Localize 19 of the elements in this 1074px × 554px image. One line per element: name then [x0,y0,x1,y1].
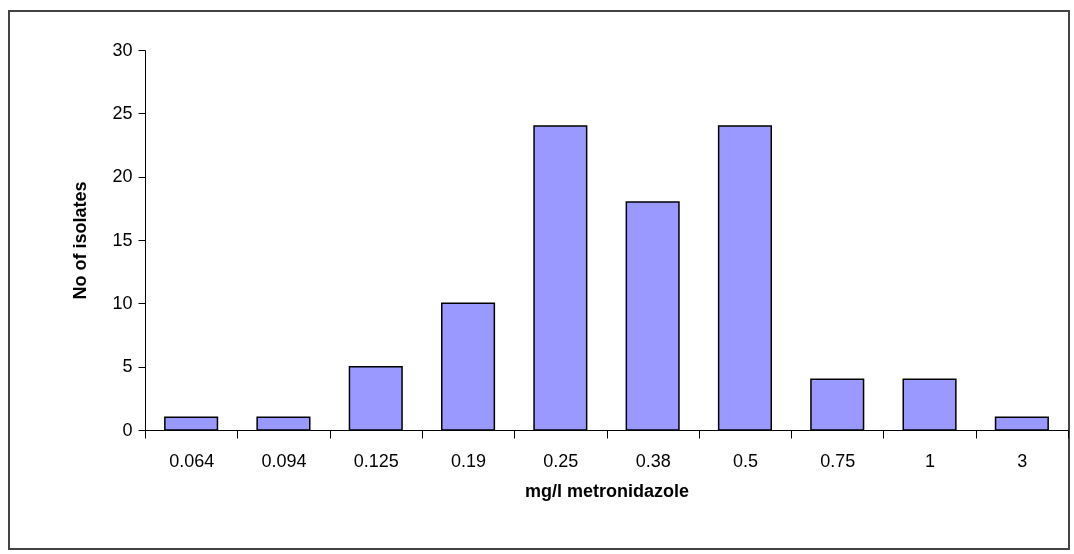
x-tick-label: 0.75 [820,450,856,471]
y-tick-label: 10 [112,292,133,313]
x-tick-label: 0.38 [635,450,671,471]
x-axis-title: mg/l metronidazole [524,480,690,501]
y-tick-label: 30 [112,39,133,60]
x-tick-label: 0.5 [732,450,758,471]
x-tick-label: 0.064 [169,450,215,471]
x-tick-label: 0.25 [543,450,579,471]
y-tick-label: 5 [122,356,133,377]
y-axis-title: No of isolates [70,181,91,300]
x-tick-label: 3 [1017,450,1028,471]
x-tick-label: 0.094 [261,450,307,471]
x-tick-label: 0.19 [451,450,487,471]
x-tick-label: 1 [925,450,936,471]
x-tick-label: 0.125 [353,450,399,471]
y-tick-label: 20 [112,166,133,187]
y-tick-label: 15 [112,229,133,250]
y-tick-label: 0 [122,419,133,440]
y-tick-label: 25 [112,102,133,123]
